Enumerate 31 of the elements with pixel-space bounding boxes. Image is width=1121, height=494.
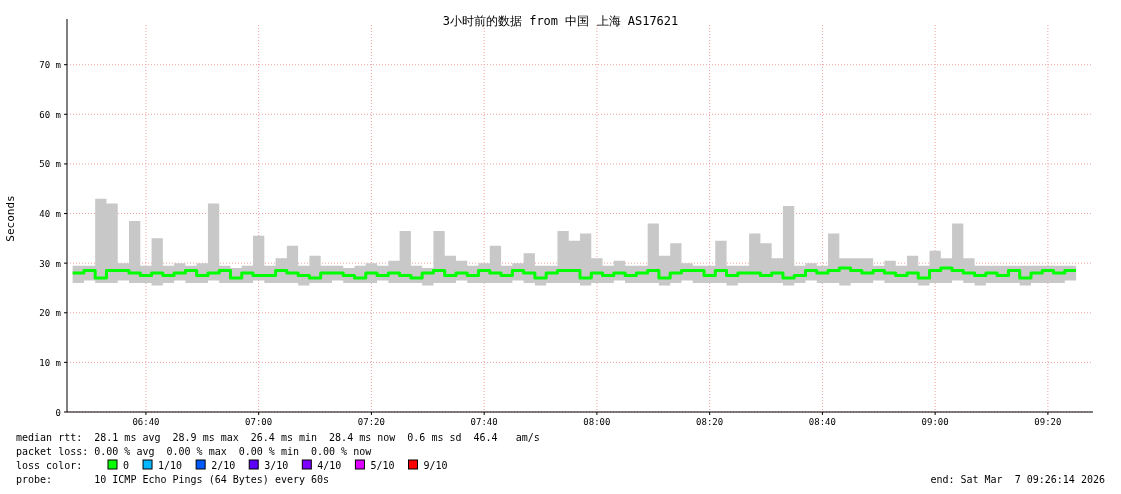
x-tick-label: 08:20	[696, 417, 724, 427]
x-tick-label: 09:00	[921, 417, 949, 427]
text: end: Sat Mar 7 09:26:14 2026	[930, 474, 1105, 485]
text: packet loss: 0.00 % avg 0.00 % max 0.00 % min 0.00 % now	[16, 446, 373, 457]
x-tick-label: 09:20	[1034, 417, 1062, 427]
legend-title: loss color:	[16, 460, 83, 471]
text: median rtt: 28.1 ms avg 28.9 ms max 26.4 ms min 28.4 ms now 0.6 ms sd 46.4 am/s	[16, 432, 540, 443]
y-tick-label: 20 m	[39, 308, 61, 319]
legend-label: 4/10	[317, 460, 342, 471]
y-tick-label: 50 m	[39, 159, 61, 170]
x-tick-label: 07:00	[245, 417, 273, 427]
legend-label: 9/10	[423, 460, 448, 471]
chart-title: 3小时前的数据 from 中国 上海 AS17621	[442, 14, 679, 28]
x-tick-label: 06:40	[132, 417, 160, 427]
legend-label: 0	[123, 460, 130, 471]
x-tick-label: 08:00	[583, 417, 611, 427]
y-tick-label: 70 m	[39, 60, 61, 71]
y-axis-title: Seconds	[4, 195, 17, 242]
y-tick-label: 10 m	[39, 357, 61, 368]
x-tick-label: 08:40	[808, 417, 836, 427]
x-tick-label: 07:40	[470, 417, 498, 427]
y-tick-label: 0	[55, 407, 61, 418]
legend-label: 1/10	[158, 460, 183, 471]
legend-label: 2/10	[211, 460, 236, 471]
y-tick-label: 40 m	[39, 209, 61, 220]
y-tick-label: 30 m	[39, 258, 61, 269]
x-tick-label: 07:20	[357, 417, 385, 427]
text: probe: 10 ICMP Echo Pings (64 Bytes) every 60s	[16, 474, 330, 485]
legend-label: 5/10	[370, 460, 395, 471]
legend-label: 3/10	[264, 460, 289, 471]
y-tick-label: 60 m	[39, 109, 61, 120]
